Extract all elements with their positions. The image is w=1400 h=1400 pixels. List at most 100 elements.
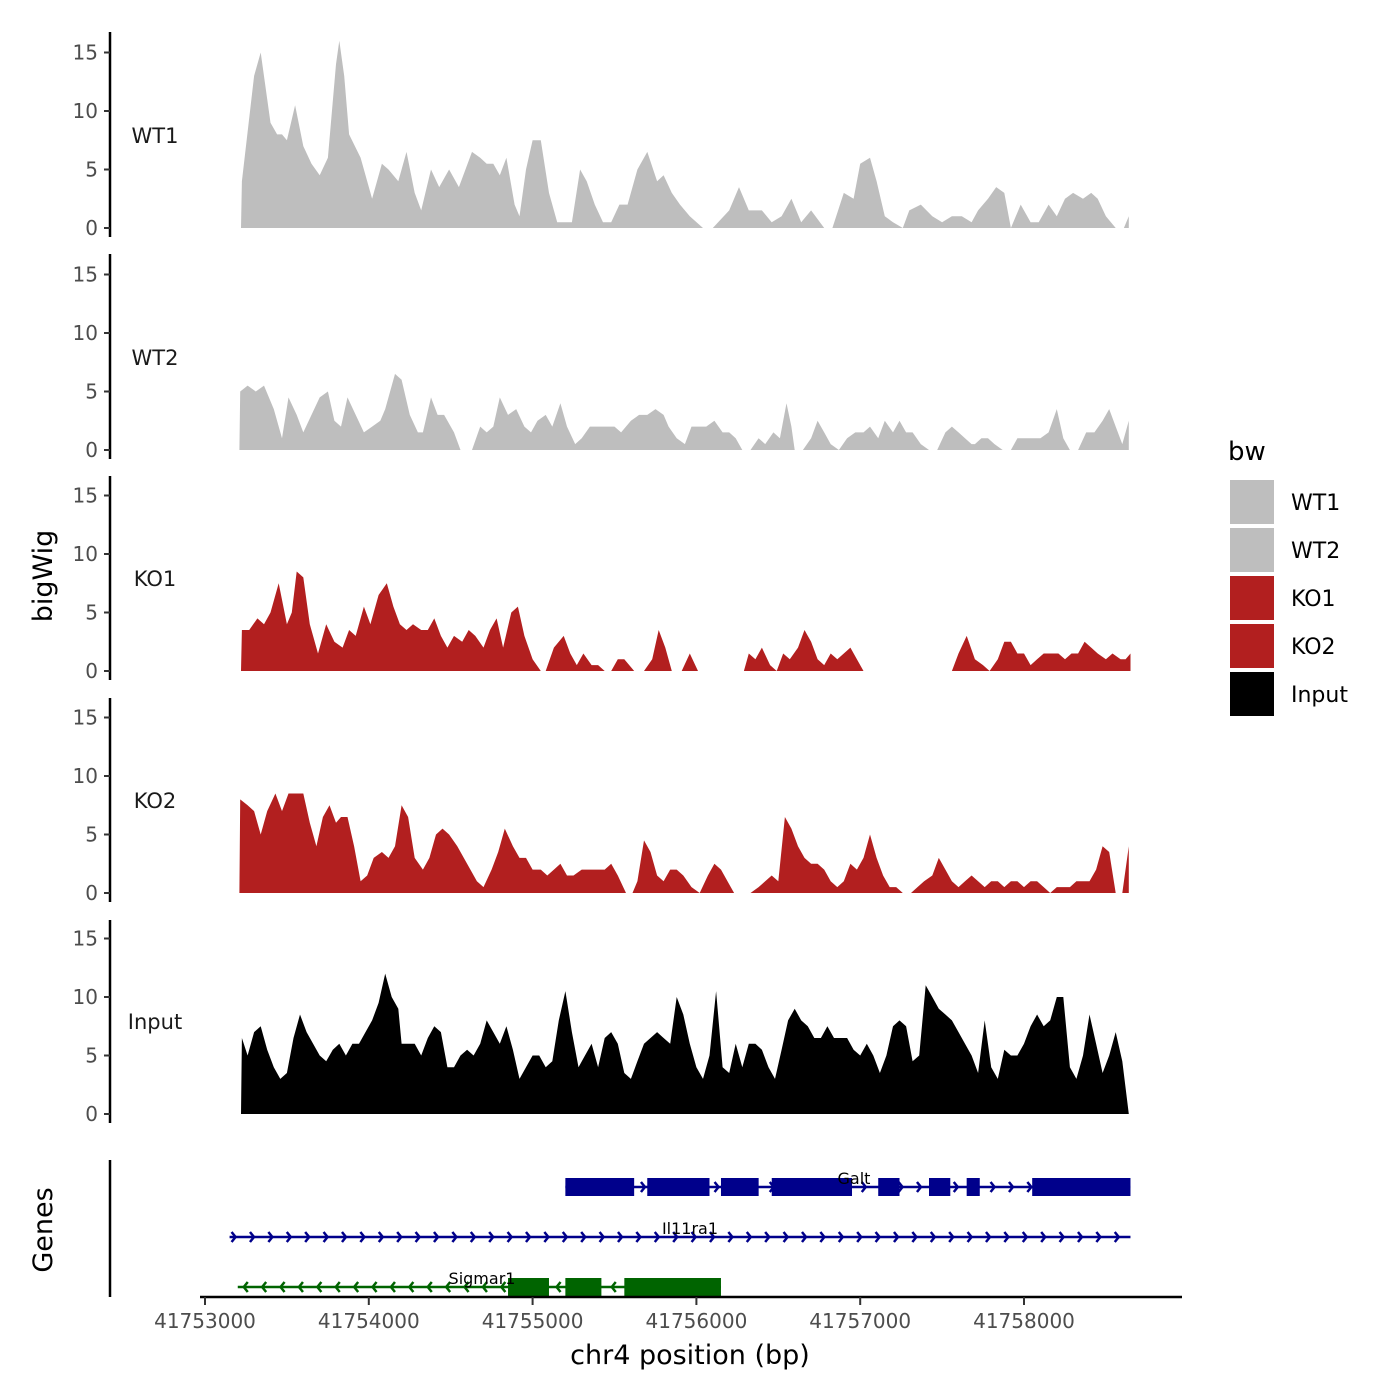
- strand-arrow: [481, 1281, 488, 1293]
- strand-arrow: [389, 1281, 396, 1293]
- legend-label: KO2: [1291, 635, 1336, 660]
- strand-arrow: [800, 1231, 808, 1243]
- gene-label: Galt: [838, 1169, 871, 1188]
- facet-label: Input: [128, 1010, 182, 1034]
- exon: [771, 1178, 853, 1196]
- strand-arrow: [554, 1281, 562, 1293]
- y-tick-label: 5: [85, 823, 98, 847]
- strand-arrow: [297, 1281, 304, 1293]
- area-series-ko2: [239, 793, 1129, 893]
- strand-arrow: [469, 1231, 477, 1243]
- panel-ko2: 0 5 10 15 KO2: [73, 698, 1129, 905]
- gene-label: Sigmar1: [449, 1269, 516, 1288]
- y-tick-label: 0: [85, 659, 98, 683]
- strand-arrow: [708, 1231, 716, 1243]
- y-tick-label: 5: [85, 158, 98, 182]
- strand-arrow: [897, 1181, 905, 1193]
- strand-arrow: [451, 1231, 458, 1243]
- area-series-input: [241, 973, 1129, 1114]
- x-tick-label: 41756000: [646, 1309, 748, 1333]
- legend-key-wt1: [1230, 480, 1274, 524]
- strand-arrow: [377, 1231, 385, 1243]
- y-tick-label: 10: [73, 321, 98, 345]
- exon: [966, 1178, 980, 1196]
- strand-arrow: [984, 1231, 992, 1243]
- y-tick-label: 10: [73, 764, 98, 788]
- strand-arrow: [267, 1231, 274, 1243]
- legend: bw WT1 WT2 KO1 KO2 Input: [1228, 437, 1348, 716]
- legend-label: KO1: [1291, 587, 1336, 612]
- strand-arrow: [837, 1231, 845, 1243]
- strand-arrow: [278, 1281, 286, 1293]
- exon: [565, 1178, 635, 1196]
- strand-arrow: [414, 1231, 422, 1243]
- strand-arrow: [915, 1181, 923, 1193]
- y-tick-label: 15: [73, 484, 98, 508]
- y-tick-label: 5: [85, 380, 98, 404]
- exon: [1032, 1178, 1131, 1196]
- strand-arrow: [230, 1231, 238, 1243]
- x-tick-label: 41753000: [154, 1309, 256, 1333]
- area-series-wt1: [241, 40, 1129, 228]
- strand-arrow: [359, 1231, 366, 1243]
- strand-arrow: [952, 1181, 960, 1193]
- y-tick-label: 10: [73, 99, 98, 123]
- strand-arrow: [1076, 1231, 1084, 1243]
- strand-arrow: [426, 1281, 433, 1293]
- gene-sigmar1: Sigmar1: [237, 1269, 721, 1296]
- y-tick-label: 0: [85, 438, 98, 462]
- strand-arrow: [561, 1231, 569, 1243]
- strand-arrow: [444, 1281, 452, 1293]
- strand-arrow: [727, 1231, 734, 1243]
- strand-arrow: [690, 1231, 698, 1243]
- strand-arrow: [598, 1231, 606, 1243]
- strand-arrow: [948, 1231, 955, 1243]
- area-series-wt2: [239, 373, 1129, 450]
- track-panels: 0 5 10 15 WT1 0 5 10 15 WT2 0 5 10 15 KO1 0 5 10 15 KO2 0 5 10…: [73, 32, 1131, 1126]
- y-tick-label: 5: [85, 601, 98, 625]
- strand-arrow: [764, 1231, 771, 1243]
- strand-arrow: [396, 1231, 403, 1243]
- legend-title: bw: [1228, 437, 1266, 467]
- facet-label: KO2: [134, 789, 177, 813]
- strand-arrow: [610, 1281, 617, 1293]
- strand-arrow: [856, 1231, 863, 1243]
- y-tick-label: 15: [73, 263, 98, 287]
- strand-arrow: [989, 1181, 997, 1193]
- strand-arrow: [1040, 1231, 1047, 1243]
- strand-arrow: [260, 1281, 268, 1293]
- y-tick-label: 0: [85, 881, 98, 905]
- y-tick-label: 10: [73, 985, 98, 1009]
- x-axis: 41753000 41754000 41755000 41756000 41757000…: [154, 1295, 1182, 1333]
- strand-arrow: [340, 1231, 348, 1243]
- y-tick-label: 15: [73, 41, 98, 65]
- strand-arrow: [370, 1281, 378, 1293]
- exon: [508, 1278, 549, 1296]
- y-tick-label: 0: [85, 1102, 98, 1126]
- area-series-ko1: [241, 571, 1131, 671]
- strand-arrow: [639, 1181, 647, 1193]
- panel-wt2: 0 5 10 15 WT2: [73, 254, 1129, 462]
- strand-arrow: [1058, 1231, 1066, 1243]
- strand-arrow: [1113, 1231, 1121, 1243]
- gene-track-panel: Galt Il11ra1 Sigmar1: [108, 1160, 1131, 1297]
- gene-galt: Galt: [565, 1169, 1131, 1196]
- exon: [878, 1178, 900, 1196]
- y-tick-label: 5: [85, 1044, 98, 1068]
- strand-arrow: [860, 1181, 868, 1193]
- strand-arrow: [1007, 1181, 1015, 1193]
- strand-arrow: [242, 1281, 249, 1293]
- exon: [647, 1178, 710, 1196]
- strand-arrow: [713, 1181, 721, 1193]
- y-tick-label: 15: [73, 927, 98, 951]
- y-tick-label: 15: [73, 706, 98, 730]
- genes-axis-title: Genes: [28, 1187, 59, 1272]
- strand-arrow: [285, 1231, 293, 1243]
- panel-wt1: 0 5 10 15 WT1: [73, 32, 1129, 240]
- strand-arrow: [543, 1231, 550, 1243]
- gene-label: Il11ra1: [662, 1219, 718, 1238]
- strand-arrow: [580, 1231, 587, 1243]
- strand-arrow: [506, 1231, 514, 1243]
- strand-arrow: [248, 1231, 256, 1243]
- x-tick-label: 41757000: [809, 1309, 911, 1333]
